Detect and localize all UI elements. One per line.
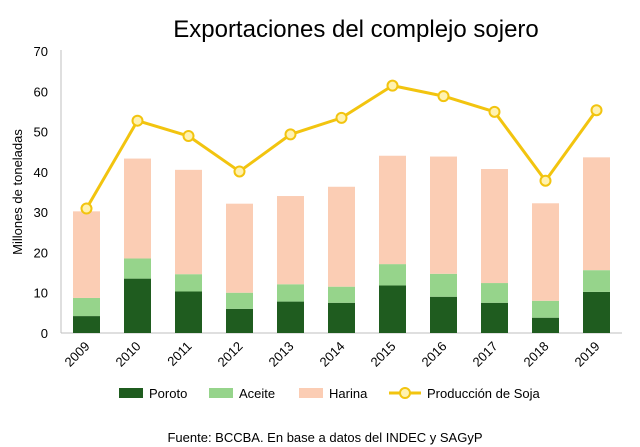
bar-harina-2017 <box>481 169 508 284</box>
x-tick-label: 2013 <box>266 339 297 370</box>
legend: Poroto Aceite Harina Producción de Soja <box>119 386 541 401</box>
bar-poroto-2016 <box>430 296 457 333</box>
bar-aceite-2009 <box>73 297 100 317</box>
bar-harina-2015 <box>379 155 406 265</box>
y-tick-label: 20 <box>34 245 48 260</box>
legend-label: Aceite <box>239 386 275 401</box>
point-produccion-2009 <box>80 202 93 215</box>
point-produccion-2019 <box>590 104 603 117</box>
y-tick-label: 0 <box>41 326 48 341</box>
point-produccion-2013 <box>284 128 297 141</box>
legend-swatch <box>299 388 323 398</box>
bar-aceite-2016 <box>430 273 457 297</box>
bar-aceite-2014 <box>328 286 355 303</box>
legend-swatch <box>209 388 233 398</box>
y-axis-label: Millones de toneladas <box>10 129 25 255</box>
x-tick-label: 2019 <box>572 339 603 370</box>
point-produccion-2016 <box>437 90 450 103</box>
bar-harina-2016 <box>430 156 457 274</box>
point-produccion-2012 <box>233 165 246 178</box>
legend-marker <box>399 387 411 399</box>
point-produccion-2017 <box>488 105 501 118</box>
legend-label: Poroto <box>149 386 187 401</box>
y-tick-label: 10 <box>34 286 48 301</box>
bar-aceite-2011 <box>175 274 202 292</box>
point-produccion-2015 <box>386 79 399 92</box>
bar-harina-2014 <box>328 186 355 287</box>
bar-aceite-2013 <box>277 284 304 302</box>
y-tick-label: 70 <box>34 44 48 59</box>
y-tick-label: 50 <box>34 125 48 140</box>
bar-poroto-2017 <box>481 302 508 333</box>
legend-swatch <box>119 388 143 398</box>
x-tick-label: 2011 <box>164 339 194 369</box>
bar-poroto-2018 <box>532 317 559 333</box>
source-note: Fuente: BCCBA. En base a datos del INDEC… <box>167 430 482 445</box>
chart-title: Exportaciones del complejo sojero <box>173 16 539 43</box>
point-produccion-2018 <box>539 174 552 187</box>
bar-harina-2012 <box>226 203 253 293</box>
bar-harina-2018 <box>532 203 559 301</box>
point-produccion-2011 <box>182 130 195 143</box>
bar-poroto-2012 <box>226 308 253 333</box>
bar-harina-2011 <box>175 169 202 275</box>
bar-aceite-2012 <box>226 292 253 309</box>
bar-poroto-2009 <box>73 316 100 333</box>
x-tick-label: 2010 <box>113 339 144 370</box>
legend-item-0: Poroto <box>119 386 187 401</box>
x-tick-label: 2009 <box>62 339 93 370</box>
bar-harina-2009 <box>73 211 100 298</box>
x-tick-label: 2018 <box>521 339 552 370</box>
bar-poroto-2010 <box>124 278 151 333</box>
x-tick-label: 2014 <box>317 339 348 370</box>
bar-poroto-2014 <box>328 302 355 333</box>
legend-label: Producción de Soja <box>427 386 541 401</box>
bar-poroto-2013 <box>277 301 304 333</box>
point-produccion-2010 <box>131 114 144 127</box>
x-tick-label: 2015 <box>368 339 399 370</box>
x-tick-label: 2017 <box>470 339 501 370</box>
bar-aceite-2019 <box>583 270 610 292</box>
bar-aceite-2017 <box>481 283 508 303</box>
bar-poroto-2011 <box>175 291 202 333</box>
x-tick-label: 2012 <box>215 339 246 370</box>
legend-item-1: Aceite <box>209 386 275 401</box>
y-tick-label: 60 <box>34 84 48 99</box>
point-produccion-2014 <box>335 111 348 124</box>
bar-aceite-2018 <box>532 300 559 318</box>
legend-label: Harina <box>329 386 368 401</box>
y-tick-label: 30 <box>34 205 48 220</box>
bar-aceite-2015 <box>379 264 406 286</box>
bar-aceite-2010 <box>124 258 151 279</box>
plot-area: 0 10 20 30 40 50 60 70 2009 2010 2011 2012 2013 2014 2… <box>34 44 622 370</box>
bar-poroto-2015 <box>379 285 406 333</box>
bar-harina-2019 <box>583 157 610 271</box>
legend-item-2: Harina <box>299 386 368 401</box>
x-tick-label: 2016 <box>419 339 450 370</box>
y-tick-label: 40 <box>34 165 48 180</box>
bar-harina-2010 <box>124 158 151 259</box>
legend-item-3: Producción de Soja <box>389 386 541 401</box>
bar-poroto-2019 <box>583 291 610 333</box>
bar-harina-2013 <box>277 196 304 285</box>
